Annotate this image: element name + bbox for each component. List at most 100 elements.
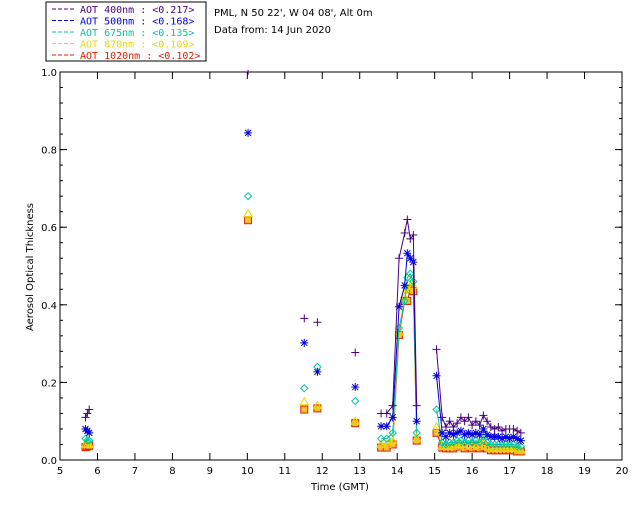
x-tick-label: 8: [169, 466, 175, 477]
star-point: [382, 422, 391, 431]
plus-point: [395, 254, 404, 263]
x-tick-label: 6: [94, 466, 100, 477]
diamond-point: [85, 436, 94, 445]
star-point: [395, 302, 404, 311]
diamond-point: [497, 440, 507, 449]
plus-point: [403, 215, 412, 224]
series-1: [81, 128, 525, 445]
triangle-point: [459, 441, 470, 450]
plus-point: [494, 423, 503, 432]
triangle-point: [515, 445, 526, 454]
triangle-point: [376, 439, 386, 448]
diamond-point: [482, 438, 492, 447]
star-point: [441, 432, 450, 441]
station-label: PML, N 50 22', W 04 08', Alt 0m: [214, 8, 373, 19]
star-point: [406, 254, 415, 263]
diamond-point: [490, 440, 499, 449]
diamond-point: [351, 396, 360, 406]
star-point: [509, 432, 518, 441]
x-tick-label: 16: [466, 466, 479, 477]
star-point: [471, 428, 480, 437]
diamond-point: [460, 438, 469, 447]
star-point: [300, 338, 309, 347]
x-tick-label: 17: [503, 466, 516, 477]
plus-point: [468, 421, 477, 430]
star-point: [351, 383, 360, 392]
star-point: [479, 424, 488, 433]
plus-point: [449, 423, 458, 432]
diamond-point: [471, 436, 481, 445]
triangle-point: [411, 433, 422, 443]
diamond-point: [501, 440, 511, 449]
diamond-point: [494, 440, 503, 449]
triangle-point: [405, 276, 416, 286]
station-info: PML, N 50 22', W 04 08', Alt 0m Data fro…: [214, 8, 373, 36]
star-point: [409, 258, 418, 267]
x-tick-label: 15: [428, 466, 441, 477]
star-point: [445, 428, 454, 437]
x-tick-label: 5: [57, 466, 63, 477]
plus-point: [483, 417, 492, 426]
diamond-point: [449, 438, 458, 447]
diamond-point: [467, 438, 477, 447]
star-point: [449, 430, 458, 439]
diamond-point: [388, 428, 397, 438]
legend-label: AOT 500nm : <0.168>: [80, 17, 194, 28]
plus-point: [409, 230, 418, 239]
series-0: [81, 70, 525, 437]
square-point: [244, 216, 253, 225]
x-tick-label: 14: [391, 466, 404, 477]
x-tick-label: 12: [316, 466, 329, 477]
plus-point: [81, 413, 90, 422]
plus-point: [479, 411, 488, 420]
legend-label: AOT 870nm : <0.109>: [80, 40, 194, 51]
diamond-point: [486, 440, 496, 449]
diamond-point: [83, 436, 92, 445]
triangle-point: [431, 422, 442, 431]
triangle-point: [243, 208, 253, 218]
series-2: [81, 191, 526, 451]
x-tick-label: 7: [132, 466, 138, 477]
plus-point: [445, 417, 454, 426]
date-label: Data from: 14 Jun 2020: [214, 25, 331, 36]
x-tick-label: 20: [616, 466, 629, 477]
plus-point: [453, 419, 462, 428]
legend-label: AOT 400nm : <0.217>: [80, 5, 194, 16]
y-axis-title: Aerosol Optical Thickness: [25, 203, 36, 331]
triangle-point: [467, 441, 477, 450]
diamond-point: [437, 438, 447, 447]
triangle-point: [478, 437, 489, 447]
plus-point: [471, 417, 480, 426]
y-tick-label: 0.6: [41, 223, 57, 234]
star-point: [498, 434, 507, 443]
diamond-point: [432, 405, 441, 414]
plus-point: [432, 345, 441, 354]
y-tick-label: 0.8: [41, 146, 57, 157]
legend: AOT 400nm : <0.217>AOT 500nm : <0.168>AO…: [45, 1, 207, 62]
diamond-point: [300, 384, 309, 393]
star-point: [505, 434, 514, 443]
star-point: [453, 428, 462, 437]
triangle-point: [387, 435, 398, 445]
star-point: [85, 428, 94, 437]
plus-point: [388, 401, 397, 410]
x-tick-label: 19: [578, 466, 591, 477]
x-tick-label: 10: [241, 466, 254, 477]
plus-point: [438, 413, 447, 422]
plus-point: [351, 348, 360, 357]
star-point: [403, 249, 412, 258]
plus-point: [460, 417, 469, 426]
plus-point: [456, 413, 465, 422]
legend-label: AOT 1020nm : <0.102>: [80, 51, 200, 62]
triangle-point: [312, 400, 323, 410]
diamond-point: [512, 442, 522, 451]
series-4: [81, 216, 525, 456]
plus-point: [412, 401, 421, 410]
legend-label: AOT 675nm : <0.135>: [80, 28, 194, 39]
star-point: [468, 430, 477, 439]
diamond-point: [400, 296, 409, 306]
y-tick-label: 0.0: [41, 456, 57, 467]
diamond-point: [394, 323, 404, 333]
x-tick-label: 11: [278, 466, 291, 477]
